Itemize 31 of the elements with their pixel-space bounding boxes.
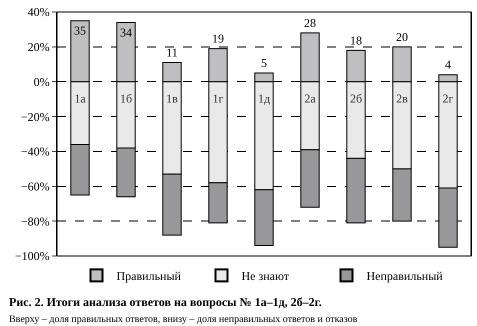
y-tick-label: 0% bbox=[34, 74, 50, 89]
y-tick-label: −80% bbox=[20, 214, 50, 228]
data-label: 28 bbox=[304, 16, 316, 30]
y-tick-label: −100% bbox=[14, 249, 50, 264]
data-label: 11 bbox=[166, 46, 178, 60]
data-label: 19 bbox=[212, 32, 224, 46]
text: Вверху – доля правильных ответов, внизу – доля неправильных ответов и отказов bbox=[9, 314, 358, 325]
x-tick-label: 1в bbox=[166, 92, 178, 106]
y-tick-label: −40% bbox=[20, 144, 50, 159]
y-tick-label: −60% bbox=[20, 179, 50, 194]
y-tick-label: −20% bbox=[20, 110, 50, 124]
data-label: 4 bbox=[445, 58, 451, 72]
x-tick-label: 2г bbox=[442, 92, 454, 106]
x-tick-label: 2в bbox=[396, 92, 408, 106]
data-label: 5 bbox=[261, 56, 267, 70]
x-tick-label: 2а bbox=[304, 92, 316, 106]
data-label: 20 bbox=[396, 30, 408, 44]
legend-label: Не знают bbox=[242, 269, 290, 284]
data-label: 18 bbox=[350, 33, 362, 48]
x-tick-label: 1г bbox=[212, 92, 224, 106]
data-label: 35 bbox=[74, 24, 86, 38]
legend-label: Неправильный bbox=[366, 269, 444, 284]
x-tick-label: 1а bbox=[74, 92, 86, 106]
x-tick-label: 1б bbox=[120, 92, 132, 106]
y-tick-label: 40% bbox=[28, 5, 50, 20]
text: Рис. 2. Итоги анализа ответов на вопросы № 1а–1д, 2б–2г. bbox=[9, 295, 322, 309]
y-tick-label: 20% bbox=[28, 40, 50, 54]
x-tick-label: 2б bbox=[350, 92, 362, 106]
x-tick-label: 1д bbox=[258, 92, 270, 106]
legend-label: Правильный bbox=[116, 269, 182, 284]
data-label: 34 bbox=[120, 25, 132, 40]
